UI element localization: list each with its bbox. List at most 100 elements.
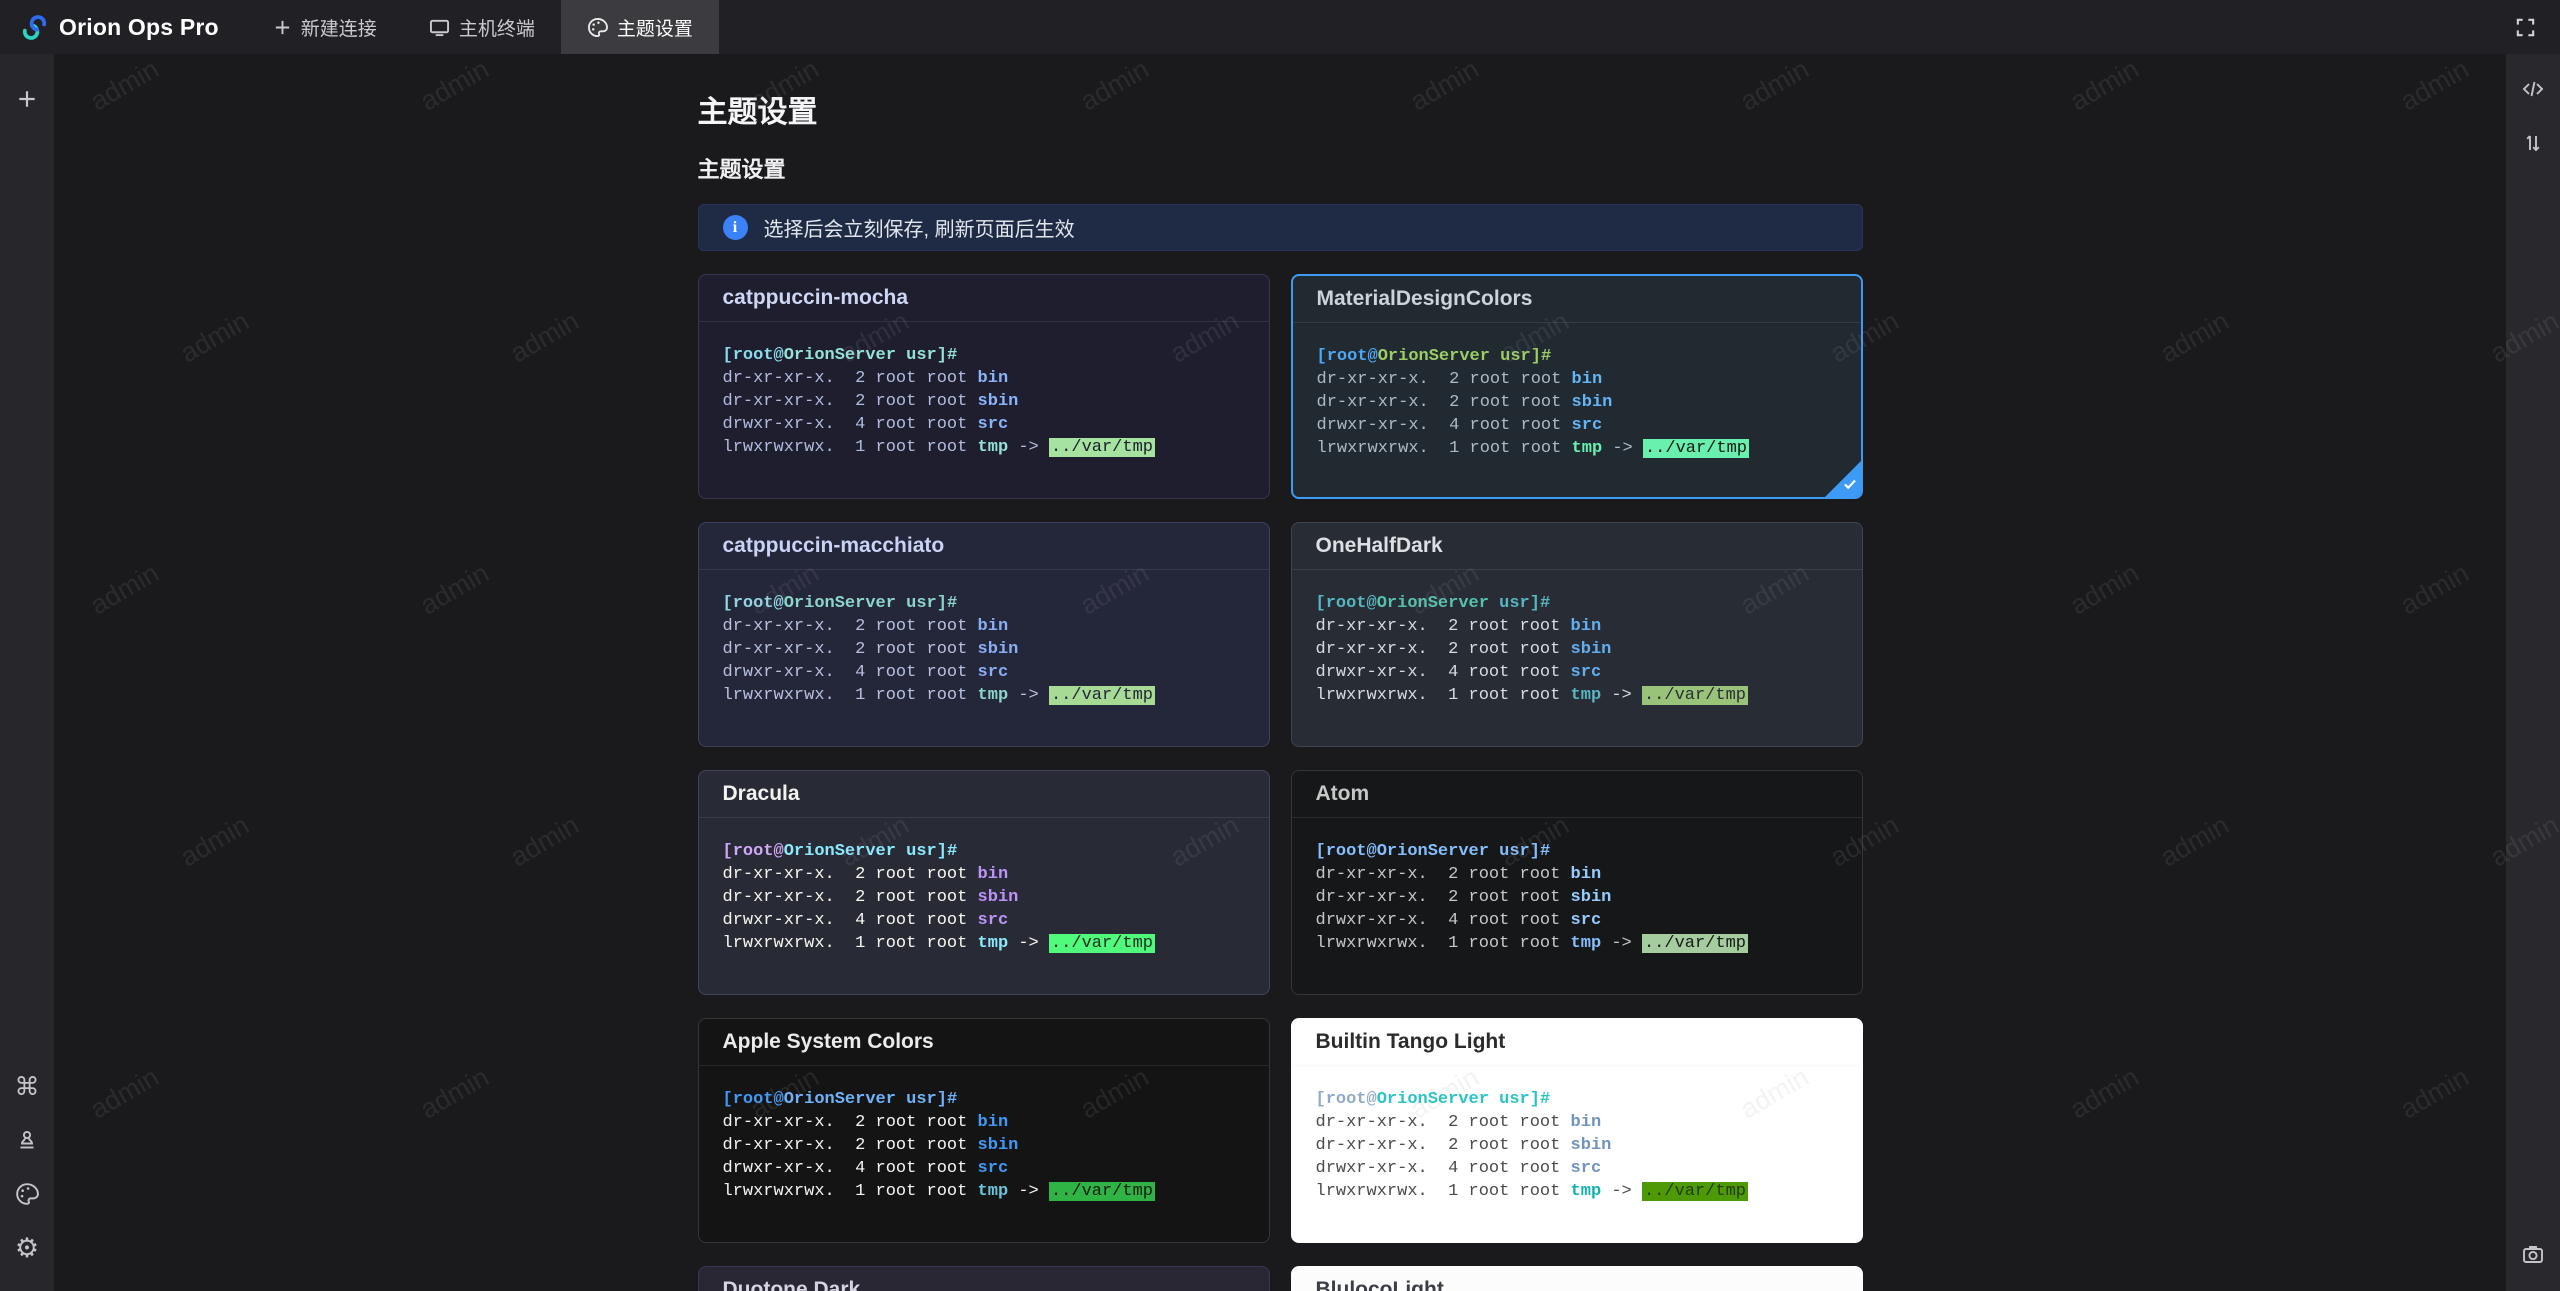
theme-card[interactable]: MaterialDesignColors [root@OrionServer u… [1290, 274, 1863, 499]
theme-card[interactable]: BlulocoLight [1290, 1266, 1863, 1291]
theme-terminal-preview: [root@OrionServer usr]# dr-xr-xr-x. 2 roo… [1292, 570, 1862, 707]
theme-card-title: Builtin Tango Light [1292, 1019, 1862, 1066]
theme-card[interactable]: catppuccin-macchiato [root@OrionServer u… [697, 522, 1270, 747]
left-sidebar: ⌘ ⚙ [0, 54, 54, 1291]
terminal-line: lrwxrwxrwx. 1 root root tmp -> ../var/tm… [1315, 1182, 1748, 1201]
main-content: 主题设置 主题设置 i 选择后会立刻保存, 刷新页面后生效 catppuccin… [54, 54, 2506, 1291]
theme-card[interactable]: Duotone Dark [697, 1266, 1270, 1291]
theme-card-title: Duotone Dark [699, 1267, 1269, 1291]
orion-logo-icon [22, 14, 47, 40]
tab-label: 主机终端 [458, 18, 535, 40]
terminal-line: dr-xr-xr-x. 2 root root sbin [1315, 640, 1612, 659]
theme-terminal-preview: [root@OrionServer usr]# dr-xr-xr-x. 2 roo… [1292, 1066, 1862, 1203]
terminal-line: dr-xr-xr-x. 2 root root sbin [722, 392, 1019, 411]
terminal-line: drwxr-xr-x. 4 root root src [1315, 663, 1602, 682]
sort-sessions-button[interactable] [2516, 126, 2550, 160]
theme-card-title: catppuccin-macchiato [698, 523, 1269, 570]
terminal-line: [root@OrionServer usr]# [1315, 594, 1551, 613]
terminal-line: lrwxrwxrwx. 1 root root tmp -> ../var/tm… [1316, 439, 1749, 458]
tab-label: 主题设置 [616, 18, 693, 40]
theme-card-title: Dracula [698, 771, 1269, 818]
theme-card-title: catppuccin-mocha [698, 275, 1269, 322]
tab-theme-settings[interactable]: 主题设置 [560, 0, 719, 54]
tab-new-connection[interactable]: 新建连接 [247, 0, 403, 54]
plus-icon [275, 20, 289, 34]
tab-host-terminal[interactable]: 主机终端 [403, 0, 561, 54]
terminal-line: dr-xr-xr-x. 2 root root sbin [1315, 888, 1612, 907]
credentials-button[interactable] [10, 1123, 44, 1157]
notice-text: 选择后会立刻保存, 刷新页面后生效 [763, 219, 1075, 241]
terminal-line: [root@OrionServer usr]# [1315, 1090, 1551, 1109]
terminal-line: [root@OrionServer usr]# [722, 346, 958, 365]
notice-banner: i 选择后会立刻保存, 刷新页面后生效 [697, 204, 1863, 251]
terminal-line: dr-xr-xr-x. 2 root root sbin [1315, 1136, 1612, 1155]
theme-card[interactable]: Atom [root@OrionServer usr]# dr-xr-xr-x. … [1290, 770, 1863, 995]
palette-icon [587, 17, 608, 37]
theme-terminal-preview: [root@OrionServer usr]# dr-xr-xr-x. 2 roo… [699, 1066, 1269, 1203]
terminal-line: drwxr-xr-x. 4 root root src [1315, 1159, 1602, 1178]
terminal-line: [root@OrionServer usr]# [722, 1090, 958, 1109]
page-title: 主题设置 [697, 96, 818, 129]
terminal-line: dr-xr-xr-x. 2 root root bin [1316, 370, 1603, 389]
code-snippets-button[interactable] [2516, 72, 2550, 106]
terminal-line: dr-xr-xr-x. 2 root root bin [1315, 1113, 1602, 1132]
theme-terminal-preview: [root@OrionServer usr]# dr-xr-xr-x. 2 roo… [699, 322, 1269, 459]
command-shortcuts-button[interactable]: ⌘ [10, 1069, 44, 1103]
gear-icon: ⚙ [14, 1232, 40, 1264]
theme-card[interactable]: Apple System Colors [root@OrionServer us… [697, 1018, 1270, 1243]
terminal-line: drwxr-xr-x. 4 root root src [1316, 416, 1603, 435]
add-connection-button[interactable] [10, 82, 44, 116]
terminal-line: drwxr-xr-x. 4 root root src [722, 1159, 1009, 1178]
app-brand: Orion Ops Pro [0, 13, 219, 42]
terminal-line: lrwxrwxrwx. 1 root root tmp -> ../var/tm… [722, 934, 1155, 953]
theme-terminal-preview: [root@OrionServer usr]# dr-xr-xr-x. 2 roo… [1292, 818, 1862, 955]
theme-grid: catppuccin-mocha [root@OrionServer usr]#… [697, 274, 1863, 1291]
theme-terminal-preview: [root@OrionServer usr]# dr-xr-xr-x. 2 roo… [1293, 323, 1861, 460]
terminal-line: dr-xr-xr-x. 2 root root bin [1315, 865, 1602, 884]
theme-button[interactable] [10, 1177, 44, 1211]
theme-card[interactable]: Dracula [root@OrionServer usr]# dr-xr-xr-… [697, 770, 1270, 995]
terminal-line: dr-xr-xr-x. 2 root root bin [722, 1113, 1009, 1132]
theme-card-title: OneHalfDark [1291, 523, 1862, 570]
terminal-line: dr-xr-xr-x. 2 root root bin [722, 865, 1009, 884]
settings-button[interactable]: ⚙ [10, 1231, 44, 1265]
monitor-icon [429, 19, 449, 36]
tab-bar: 新建连接 主机终端 主题设置 [247, 0, 719, 54]
theme-card-title: Apple System Colors [698, 1019, 1269, 1066]
sort-icon [2526, 135, 2540, 152]
terminal-line: dr-xr-xr-x. 2 root root bin [722, 369, 1009, 388]
terminal-line: lrwxrwxrwx. 1 root root tmp -> ../var/tm… [722, 438, 1155, 457]
terminal-line: [root@OrionServer usr]# [722, 594, 958, 613]
terminal-line: [root@OrionServer usr]# [1316, 347, 1552, 366]
app-title: Orion Ops Pro [59, 13, 219, 40]
fullscreen-icon[interactable] [2506, 8, 2544, 46]
screenshot-button[interactable] [2516, 1237, 2550, 1271]
terminal-line: drwxr-xr-x. 4 root root src [722, 415, 1009, 434]
theme-card-title: BlulocoLight [1292, 1267, 1862, 1291]
terminal-line: dr-xr-xr-x. 2 root root bin [1315, 617, 1602, 636]
top-bar: Orion Ops Pro 新建连接 主机终端 主题设置 [0, 0, 2560, 54]
theme-terminal-preview: [root@OrionServer usr]# dr-xr-xr-x. 2 roo… [699, 570, 1269, 707]
theme-card[interactable]: OneHalfDark [root@OrionServer usr]# dr-xr… [1290, 522, 1863, 747]
tab-label: 新建连接 [300, 18, 377, 40]
terminal-line: lrwxrwxrwx. 1 root root tmp -> ../var/tm… [722, 1182, 1155, 1201]
code-icon [2522, 81, 2544, 97]
terminal-line: lrwxrwxrwx. 1 root root tmp -> ../var/tm… [722, 686, 1155, 705]
theme-terminal-preview: [root@OrionServer usr]# dr-xr-xr-x. 2 roo… [699, 818, 1269, 955]
stamp-icon [20, 1130, 34, 1149]
info-icon: i [722, 215, 748, 240]
right-sidebar [2506, 54, 2560, 1291]
theme-card[interactable]: catppuccin-mocha [root@OrionServer usr]#… [697, 274, 1270, 499]
theme-card[interactable]: Builtin Tango Light [root@OrionServer us… [1290, 1018, 1863, 1243]
terminal-line: [root@OrionServer usr]# [722, 842, 958, 861]
terminal-line: drwxr-xr-x. 4 root root src [722, 663, 1009, 682]
terminal-line: [root@OrionServer usr]# [1315, 842, 1551, 861]
theme-card-title: Atom [1291, 771, 1862, 818]
theme-card-title: MaterialDesignColors [1292, 276, 1861, 323]
camera-icon [2523, 1246, 2543, 1263]
terminal-line: drwxr-xr-x. 4 root root src [1315, 911, 1602, 930]
plus-icon [19, 91, 35, 107]
terminal-line: lrwxrwxrwx. 1 root root tmp -> ../var/tm… [1315, 934, 1748, 953]
terminal-line: lrwxrwxrwx. 1 root root tmp -> ../var/tm… [1315, 686, 1748, 705]
selected-check-icon [1823, 460, 1861, 497]
